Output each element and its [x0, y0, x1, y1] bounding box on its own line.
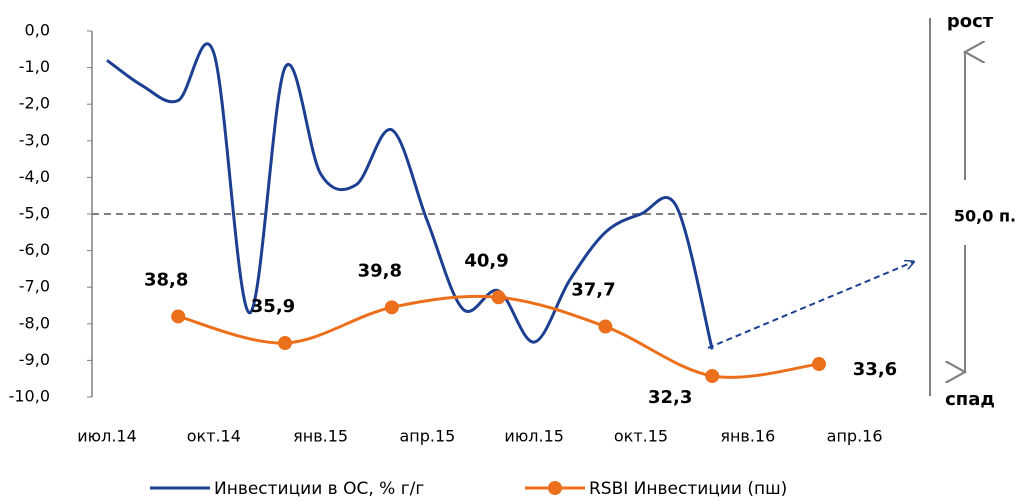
data-label: 40,9	[464, 250, 508, 271]
forecast-arrow	[707, 262, 913, 349]
y-tick-label: -4,0	[19, 167, 50, 186]
marker	[491, 290, 506, 305]
y-tick-label: -6,0	[19, 240, 50, 259]
x-tick-label: окт.15	[614, 427, 668, 446]
annotation: рост	[947, 11, 994, 32]
annotation: спад	[945, 389, 995, 410]
data-label: 32,3	[648, 387, 692, 408]
x-tick-label: янв.16	[720, 427, 775, 446]
marker	[812, 357, 826, 372]
marker	[278, 336, 292, 351]
x-tick-label: апр.16	[827, 427, 883, 446]
data-label: 37,7	[571, 280, 615, 301]
y-tick-label: -2,0	[19, 94, 50, 113]
legend-label: Инвестиции в ОС, % г/г	[214, 479, 424, 499]
x-tick-label: окт.14	[187, 427, 241, 446]
data-label: 33,6	[853, 359, 897, 380]
marker	[705, 368, 720, 383]
legend-label: RSBI Инвестиции (пш)	[589, 479, 787, 499]
x-tick-label: апр.15	[399, 427, 455, 446]
data-label: 35,9	[251, 296, 295, 317]
y-tick-label: -9,0	[19, 350, 50, 369]
y2-tick-label: 50,0 п.	[954, 207, 1016, 226]
marker	[598, 319, 613, 334]
x-tick-label: июл.14	[77, 427, 137, 446]
data-label: 38,8	[144, 269, 188, 290]
legend-marker	[548, 481, 562, 495]
x-tick-label: июл.15	[504, 427, 564, 446]
y-tick-label: -1,0	[19, 57, 50, 76]
y-tick-label: -8,0	[19, 313, 50, 332]
y-tick-label: -3,0	[19, 130, 50, 149]
data-label: 39,8	[358, 260, 402, 281]
y-tick-label: -7,0	[19, 277, 50, 296]
marker	[384, 300, 399, 315]
y-tick-label: -10,0	[9, 387, 50, 406]
marker	[171, 309, 186, 324]
series-line	[106, 42, 714, 350]
y-tick-label: 0,0	[25, 21, 50, 40]
y-tick-label: -5,0	[19, 204, 50, 223]
x-tick-label: янв.15	[293, 427, 348, 446]
